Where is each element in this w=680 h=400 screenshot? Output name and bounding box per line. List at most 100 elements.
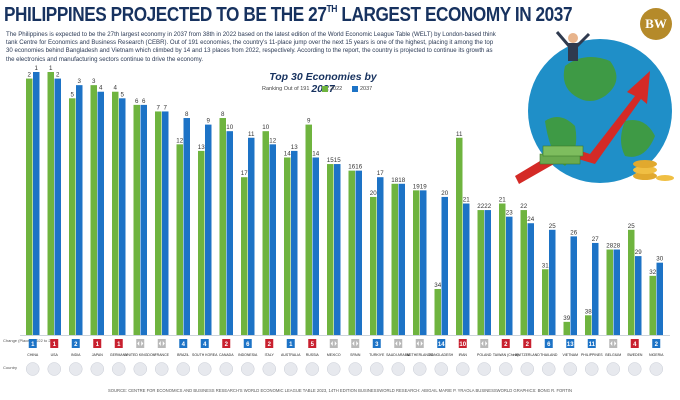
bar-2037	[484, 210, 491, 335]
country-name: PHILIPPINES	[581, 353, 603, 357]
data-label-2022: 14	[284, 150, 291, 157]
flag-icon	[391, 362, 405, 376]
legend-swatch-2037	[352, 86, 358, 92]
bar-2022	[391, 183, 398, 335]
change-value: 2	[655, 342, 659, 348]
change-value: 1	[96, 342, 100, 348]
bar-2037	[570, 236, 577, 335]
bar-2037	[635, 256, 642, 335]
flag-icon	[219, 362, 233, 376]
change-value: 13	[567, 342, 574, 348]
data-label-2037: 11	[248, 131, 255, 138]
change-box	[50, 339, 59, 348]
change-box	[587, 339, 596, 348]
data-label-2022: 22	[477, 203, 484, 210]
data-label-2022: 28	[606, 243, 613, 250]
data-label-2037: 12	[269, 137, 276, 144]
change-value: 4	[203, 342, 207, 348]
bar-2037	[527, 223, 534, 335]
bar-2037	[334, 164, 341, 335]
data-label-2022: 15	[327, 157, 334, 164]
country-name: VIETNAM	[562, 353, 578, 357]
flag-icon	[606, 362, 620, 376]
change-box	[630, 339, 639, 348]
flag-icon	[133, 362, 147, 376]
country-name: JAPAN	[92, 353, 103, 357]
flag-icon	[198, 362, 212, 376]
data-label-2022: 39	[563, 315, 570, 322]
same-arrow-icon	[416, 341, 423, 346]
change-box	[136, 339, 145, 348]
country-name: TAIWAN (China)	[493, 353, 519, 357]
bar-2037	[506, 216, 513, 335]
bar-2022	[262, 131, 269, 335]
data-label-2022: 21	[499, 197, 506, 204]
country-name: BELGIUM	[605, 353, 621, 357]
bar-2022	[477, 210, 484, 335]
country-name: RUSSIA	[306, 353, 320, 357]
data-label-2037: 3	[78, 78, 82, 85]
money-stack-icon	[539, 145, 584, 165]
data-label-2037: 13	[291, 144, 298, 151]
businessman-icon	[555, 31, 591, 61]
bar-2037	[613, 249, 620, 335]
country-name: UNITED KINGDOM	[125, 353, 156, 357]
change-box	[437, 339, 446, 348]
data-label-2022: 1	[49, 65, 53, 72]
change-box	[480, 339, 489, 348]
country-name: SAUDI ARABIA	[386, 353, 411, 357]
country-name: BANGLADESH	[429, 353, 453, 357]
flag-icon	[284, 362, 298, 376]
data-label-2022: 13	[198, 144, 205, 151]
bar-2037	[656, 262, 663, 335]
data-label-2037: 6	[142, 98, 146, 105]
data-label-2022: 3	[92, 78, 96, 85]
country-name: FRANCE	[155, 353, 170, 357]
data-label-2022: 4	[114, 85, 118, 92]
data-label-2037: 2	[56, 72, 60, 79]
data-label-2022: 6	[135, 98, 139, 105]
bar-2022	[348, 170, 355, 335]
data-label-2037: 27	[592, 236, 599, 243]
data-label-2022: 18	[391, 177, 398, 184]
bar-2037	[205, 124, 212, 335]
flag-icon	[69, 362, 83, 376]
bar-2022	[305, 124, 312, 335]
change-box	[523, 339, 532, 348]
bar-2037	[248, 137, 255, 335]
bar-2037	[33, 72, 40, 335]
bar-2037	[269, 144, 276, 335]
bar-2037	[549, 229, 556, 335]
data-label-2037: 30	[656, 256, 663, 263]
change-box	[93, 339, 102, 348]
change-box	[222, 339, 231, 348]
flag-icon	[649, 362, 663, 376]
change-box	[114, 339, 123, 348]
bar-2022	[413, 190, 420, 335]
bw-logo: BW	[640, 8, 672, 40]
country-name: MEXICO	[327, 353, 341, 357]
change-value: 11	[589, 342, 596, 348]
change-value: 14	[438, 342, 445, 348]
bar-2037	[54, 78, 61, 335]
change-box	[28, 339, 37, 348]
data-label-2022: 9	[307, 118, 311, 125]
country-name: SWEDEN	[627, 353, 643, 357]
data-label-2037: 26	[570, 229, 577, 236]
ranking-label: Ranking Out of 191	[262, 86, 310, 92]
data-label-2022: 11	[456, 131, 463, 138]
flag-icon	[305, 362, 319, 376]
bar-2022	[370, 196, 377, 335]
country-name: INDONESIA	[238, 353, 258, 357]
change-value: 5	[311, 342, 315, 348]
data-label-2037: 20	[441, 190, 448, 197]
bar-2037	[398, 183, 405, 335]
bar-2022	[133, 104, 140, 335]
change-box	[544, 339, 553, 348]
data-label-2037: 9	[207, 118, 211, 125]
flag-icon	[47, 362, 61, 376]
bar-2037	[119, 98, 126, 335]
data-label-2037: 10	[226, 124, 233, 131]
data-label-2022: 12	[176, 137, 183, 144]
